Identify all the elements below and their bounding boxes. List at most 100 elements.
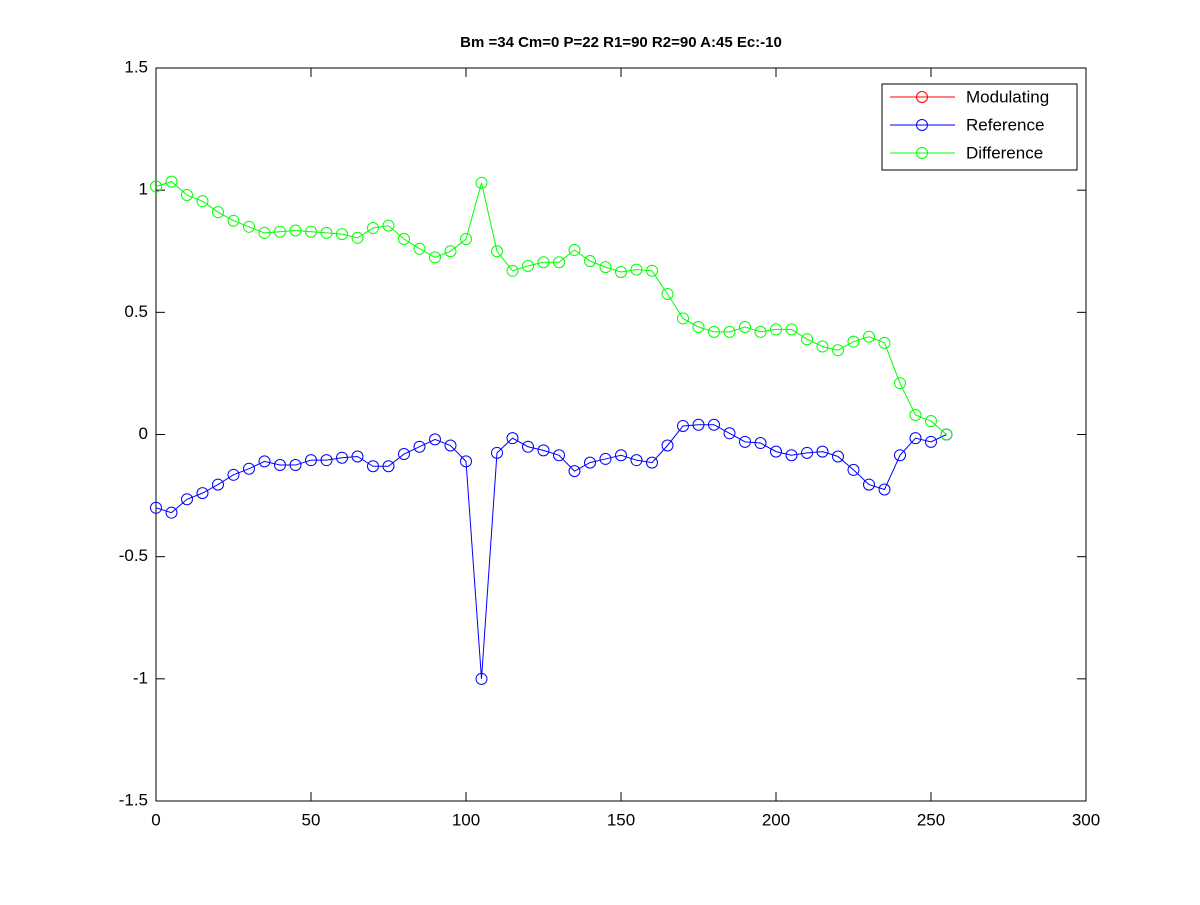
marker xyxy=(243,462,255,475)
marker xyxy=(506,432,519,445)
marker xyxy=(522,440,534,453)
marker xyxy=(770,323,782,336)
marker xyxy=(460,233,472,246)
marker xyxy=(739,435,751,448)
y-tick-label: -1.5 xyxy=(119,790,148,809)
x-tick-label: 150 xyxy=(607,810,635,829)
marker xyxy=(646,456,658,469)
marker xyxy=(677,419,689,432)
marker xyxy=(801,333,813,346)
marker xyxy=(723,325,736,338)
marker xyxy=(708,418,720,431)
marker xyxy=(692,418,705,431)
series-line xyxy=(155,424,947,679)
marker xyxy=(646,264,658,277)
y-tick-label: 0 xyxy=(139,424,148,443)
marker xyxy=(212,478,224,491)
legend-box xyxy=(881,83,1078,171)
marker xyxy=(491,446,503,459)
marker xyxy=(289,224,302,237)
x-tick-label: 200 xyxy=(762,810,790,829)
x-tick-label: 250 xyxy=(917,810,945,829)
marker xyxy=(832,344,844,357)
marker xyxy=(925,415,937,428)
marker xyxy=(630,454,643,467)
marker xyxy=(305,225,317,238)
marker xyxy=(320,454,333,467)
marker xyxy=(537,256,550,269)
marker xyxy=(351,450,364,463)
marker xyxy=(785,323,798,336)
y-tick-label: -1 xyxy=(133,668,148,687)
x-tick-label: 50 xyxy=(302,810,321,829)
marker xyxy=(847,335,860,348)
x-tick-label: 300 xyxy=(1072,810,1100,829)
x-tick-label: 100 xyxy=(452,810,480,829)
marker xyxy=(196,195,209,208)
series-line xyxy=(155,181,947,435)
marker xyxy=(382,460,395,473)
marker xyxy=(785,449,798,462)
marker xyxy=(351,231,364,244)
marker xyxy=(367,222,379,235)
marker xyxy=(677,312,689,325)
y-tick-label: -0.5 xyxy=(119,546,148,565)
marker xyxy=(661,439,674,452)
marker xyxy=(878,336,891,349)
marker xyxy=(847,463,860,476)
marker xyxy=(320,226,333,239)
legend-marker xyxy=(916,91,928,103)
marker xyxy=(382,219,395,232)
marker xyxy=(367,460,379,473)
marker xyxy=(568,244,581,257)
marker xyxy=(553,256,565,269)
legend-label: Modulating xyxy=(966,87,1049,106)
marker xyxy=(336,228,348,241)
marker xyxy=(243,220,255,233)
marker xyxy=(475,176,488,189)
marker xyxy=(274,225,286,238)
marker xyxy=(909,432,922,445)
marker xyxy=(522,259,534,272)
marker xyxy=(181,493,193,506)
marker xyxy=(599,261,612,274)
marker xyxy=(863,478,875,491)
marker xyxy=(553,449,565,462)
marker xyxy=(909,408,922,421)
marker xyxy=(816,340,829,353)
marker xyxy=(506,264,519,277)
axes-box xyxy=(155,67,1087,802)
marker xyxy=(413,242,426,255)
marker xyxy=(878,483,891,496)
marker xyxy=(894,377,906,390)
marker xyxy=(165,175,178,188)
marker xyxy=(692,320,705,333)
marker xyxy=(444,245,457,258)
marker xyxy=(754,437,767,450)
marker xyxy=(165,506,178,519)
marker xyxy=(212,206,224,219)
marker xyxy=(739,320,751,333)
marker xyxy=(258,226,271,239)
marker xyxy=(150,180,162,193)
x-tick-label: 0 xyxy=(151,810,160,829)
marker xyxy=(615,266,627,279)
legend-label: Reference xyxy=(966,115,1044,134)
marker xyxy=(599,452,612,465)
legend-marker xyxy=(916,147,928,159)
legend-label: Difference xyxy=(966,143,1043,162)
y-tick-label: 1 xyxy=(139,180,148,199)
marker xyxy=(460,455,472,468)
marker xyxy=(584,456,596,469)
marker xyxy=(661,288,674,301)
marker xyxy=(584,255,596,268)
marker xyxy=(832,450,844,463)
marker xyxy=(289,459,302,472)
marker xyxy=(258,455,271,468)
marker xyxy=(770,445,782,458)
marker xyxy=(429,433,441,446)
marker xyxy=(398,233,410,246)
marker xyxy=(925,435,937,448)
marker xyxy=(336,451,348,464)
